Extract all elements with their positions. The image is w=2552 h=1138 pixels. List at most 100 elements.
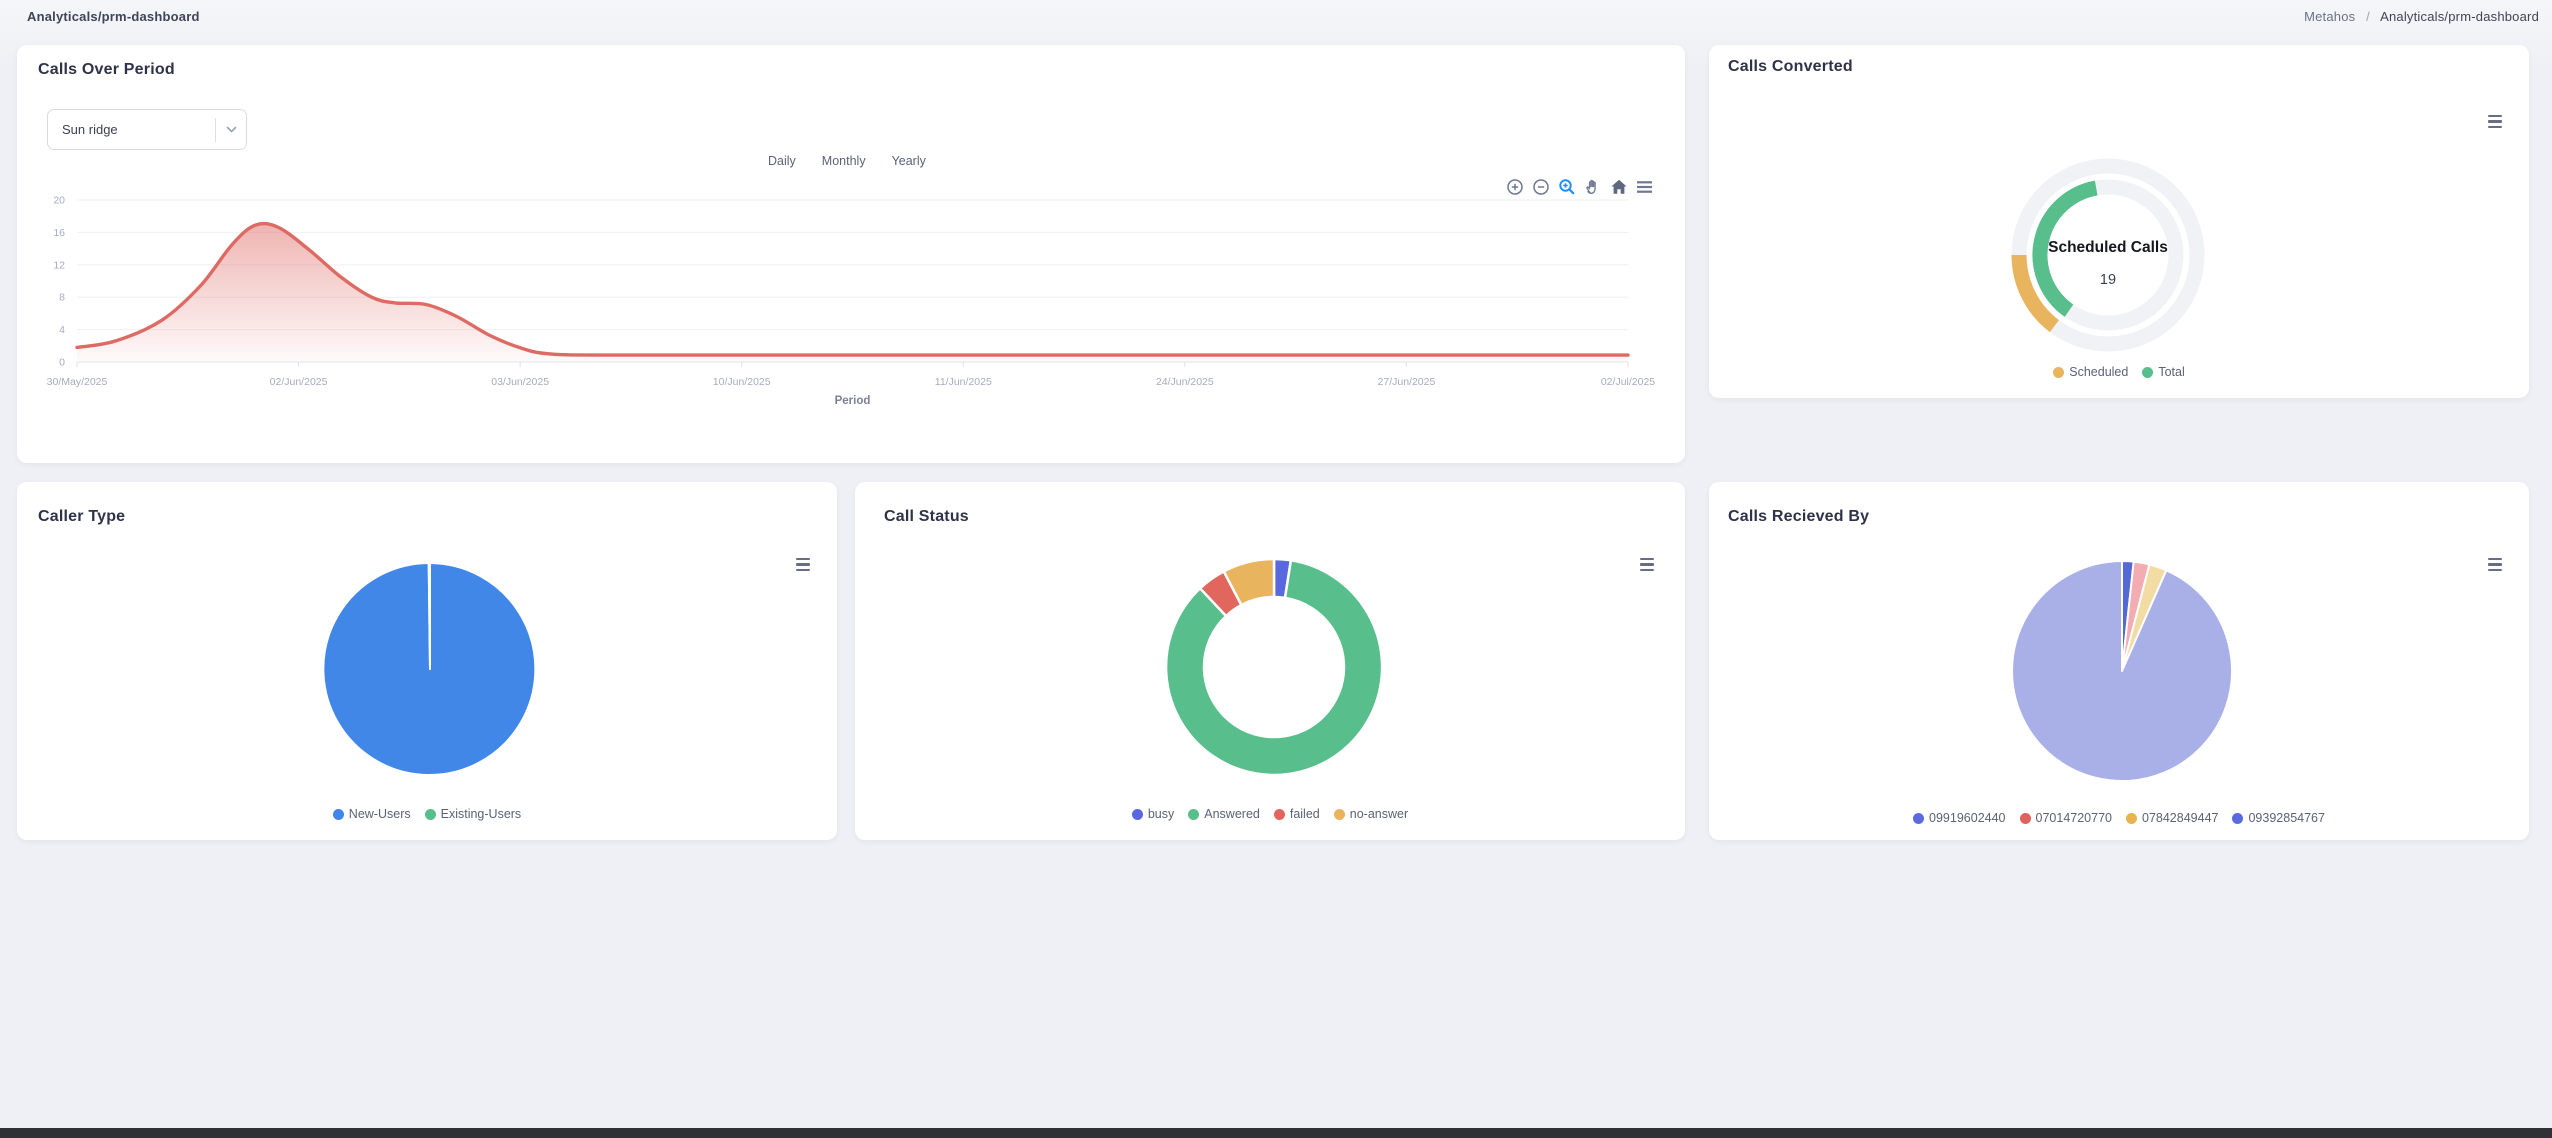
x-axis-title: Period [835,395,871,407]
menu-icon[interactable] [2488,558,2502,572]
breadcrumb-separator: / [2366,9,2370,24]
caller-type-card: Caller Type New-Users Existing-Users [17,482,837,840]
legend-label: Existing-Users [440,807,522,821]
legend-dot [1273,808,1285,820]
card-title-calls-converted: Calls Converted [1728,58,1853,75]
x-axis-label: 03/Jun/2025 [491,376,549,388]
area-series-line [75,221,1630,357]
menu-icon[interactable] [796,558,810,572]
x-axis-label: 11/Jun/2025 [935,376,992,388]
legend-dot [2142,366,2154,378]
calls-converted-card: Calls Converted Scheduled Calls 19 Schedu… [1709,45,2529,398]
tab-daily[interactable]: Daily [768,154,796,168]
calls-converted-chart[interactable]: Scheduled Calls 19 [1709,45,2529,398]
legend-label: Scheduled [2069,365,2129,379]
tab-monthly[interactable]: Monthly [821,154,866,168]
menu-icon[interactable] [1635,177,1654,196]
x-axis-label: 30/May/2025 [47,376,108,388]
calls-recieved-by-card: Calls Recieved By 09919602440 07014720770… [1709,482,2529,840]
breadcrumb-root-link[interactable]: Metahos [2304,9,2356,24]
legend-dot [424,808,436,820]
legend-item[interactable]: 09392854767 [2232,811,2325,825]
bottom-bar [0,1128,2552,1138]
legend-item[interactable]: Existing-Users [424,807,522,821]
chevron-down-icon [216,122,246,137]
caller-type-legend: New-Users Existing-Users [17,807,837,821]
legend-item[interactable]: failed [1273,807,1320,821]
calls-converted-legend: Scheduled Total [1709,365,2529,379]
breadcrumb-right: Metahos / Analyticals/prm-dashboard [2304,9,2539,24]
x-axis-label: 24/Jun/2025 [1156,376,1214,388]
y-axis-tick: 4 [59,324,65,336]
top-bar: Analyticals/prm-dashboard Metahos / Anal… [0,0,2552,34]
y-axis-tick: 12 [53,259,65,271]
x-axis-label: 10/Jun/2025 [713,376,771,388]
legend-dot [2126,812,2137,824]
legend-item[interactable]: Scheduled [2053,365,2128,379]
legend-item[interactable]: no-answer [1333,807,1409,821]
legend-dot [2019,812,2031,824]
y-axis-tick: 20 [53,195,65,207]
slice-09392854767 [2011,560,2233,782]
calls-over-period-chart[interactable]: 20 16 12 8 4 0 30/May/2025 02/Jun/2025 03/Jun/20… [17,45,1685,463]
card-title-caller-type: Caller Type [38,508,126,525]
period-tabs: Daily Monthly Yearly [768,154,926,168]
legend-item[interactable]: 07842849447 [2126,811,2218,825]
legend-item[interactable]: busy [1131,807,1175,821]
tab-yearly[interactable]: Yearly [891,154,926,168]
menu-icon[interactable] [1640,558,1654,572]
legend-item[interactable]: Answered [1188,807,1260,821]
zoom-out-icon[interactable] [1531,177,1550,196]
legend-dot [1188,808,1200,820]
call-status-legend: busy Answered failed no-answer [855,807,1685,821]
legend-label: Answered [1204,807,1260,821]
legend-item[interactable]: 07014720770 [2019,811,2112,825]
legend-label: New-Users [348,807,411,821]
pan-icon[interactable] [1583,177,1602,196]
legend-dot [332,808,344,820]
legend-item[interactable]: Total [2142,365,2185,379]
legend-label: 09392854767 [2248,811,2325,825]
slice-Answered [1164,559,1384,777]
breadcrumb: Analyticals/prm-dashboard [27,9,200,24]
y-axis-tick: 0 [59,357,65,369]
legend-label: 07014720770 [2035,811,2112,825]
legend-label: Total [2158,365,2185,379]
legend-item[interactable]: 09919602440 [1913,811,2006,825]
legend-dot [2232,812,2244,824]
menu-icon[interactable] [2488,115,2502,129]
agent-select-value: Sun ridge [62,122,118,137]
legend-label: no-answer [1349,807,1409,821]
legend-label: 07842849447 [2142,811,2219,825]
select-divider [215,117,216,142]
x-axis-label: 02/Jun/2025 [270,376,328,388]
caller-type-chart[interactable] [17,482,837,840]
legend-label: failed [1289,807,1320,821]
legend-dot [2053,366,2065,378]
legend-label: busy [1147,807,1175,821]
legend-item[interactable]: New-Users [332,807,411,821]
calls-recieved-by-chart[interactable] [1709,482,2529,840]
legend-dot [1913,812,1925,824]
selection-zoom-icon[interactable] [1557,177,1576,196]
calls-recieved-by-legend: 09919602440 07014720770 07842849447 0939285… [1709,811,2529,825]
zoom-in-icon[interactable] [1505,177,1524,196]
x-axis-label: 27/Jun/2025 [1378,376,1436,388]
card-title-calls-over-period: Calls Over Period [38,61,175,78]
radial-center-label: Scheduled Calls [2048,239,2168,256]
calls-over-period-card: Calls Over Period Sun ridge Daily Monthl… [17,45,1685,463]
slice-no-answer [1222,557,1276,607]
call-status-chart[interactable] [855,482,1685,840]
x-axis-label: 02/Jul/2025 [1601,376,1655,388]
chart-toolbar [1505,177,1654,196]
home-icon[interactable] [1609,177,1628,196]
y-axis-tick: 8 [59,292,65,304]
legend-dot [1131,808,1143,820]
card-title-call-status: Call Status [884,508,969,525]
call-status-card: Call Status busy Answered failed no-answer [855,482,1685,840]
legend-label: 09919602440 [1929,811,2006,825]
agent-select[interactable]: Sun ridge [47,109,247,150]
radial-center-value: 19 [2100,272,2116,288]
card-title-calls-recieved-by: Calls Recieved By [1728,508,1870,525]
legend-dot [1333,808,1345,820]
